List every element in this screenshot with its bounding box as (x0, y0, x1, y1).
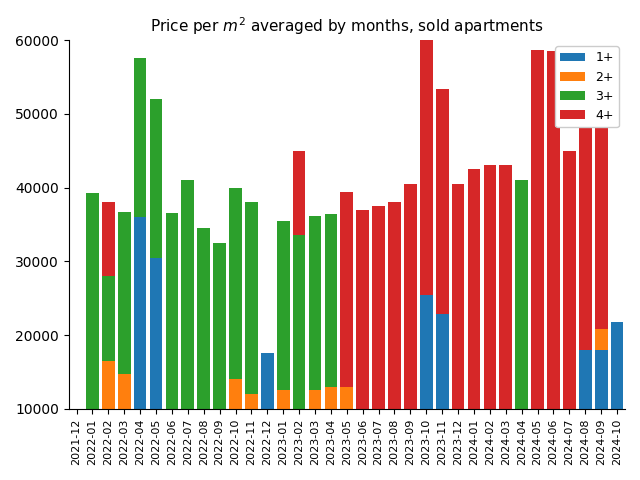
Bar (324, 387, 337, 409)
Bar (102, 202, 115, 276)
Bar (579, 350, 591, 409)
Bar (452, 184, 465, 409)
Bar (118, 374, 131, 409)
Bar (340, 387, 353, 409)
Bar (515, 180, 528, 409)
Bar (404, 184, 417, 409)
Bar (308, 216, 321, 390)
Bar (245, 394, 258, 409)
Bar (213, 243, 226, 409)
Bar (308, 390, 321, 409)
Bar (372, 206, 385, 409)
Bar (563, 151, 576, 409)
Bar (292, 236, 305, 409)
Bar (579, 125, 591, 350)
Bar (150, 99, 163, 258)
Bar (102, 361, 115, 409)
Bar (229, 379, 242, 409)
Bar (134, 217, 147, 409)
Bar (436, 89, 449, 314)
Bar (547, 51, 560, 409)
Bar (356, 210, 369, 409)
Bar (611, 323, 623, 409)
Bar (324, 214, 337, 387)
Bar (102, 276, 115, 361)
Bar (420, 0, 433, 295)
Bar (166, 213, 179, 409)
Bar (261, 353, 274, 409)
Title: Price per $m^2$ averaged by months, sold apartments: Price per $m^2$ averaged by months, sold… (150, 15, 543, 36)
Bar (531, 50, 544, 409)
Bar (182, 180, 194, 409)
Bar (595, 125, 607, 329)
Bar (229, 188, 242, 379)
Legend: 1+, 2+, 3+, 4+: 1+, 2+, 3+, 4+ (556, 46, 619, 127)
Bar (86, 192, 99, 409)
Bar (118, 212, 131, 374)
Bar (197, 228, 210, 409)
Bar (595, 329, 607, 350)
Bar (277, 390, 289, 409)
Bar (340, 192, 353, 387)
Bar (483, 166, 496, 409)
Bar (292, 151, 305, 236)
Bar (388, 202, 401, 409)
Bar (150, 258, 163, 409)
Bar (436, 314, 449, 409)
Bar (595, 350, 607, 409)
Bar (245, 202, 258, 394)
Bar (134, 59, 147, 217)
Bar (277, 221, 289, 390)
Bar (420, 295, 433, 409)
Bar (499, 166, 512, 409)
Bar (468, 169, 481, 409)
